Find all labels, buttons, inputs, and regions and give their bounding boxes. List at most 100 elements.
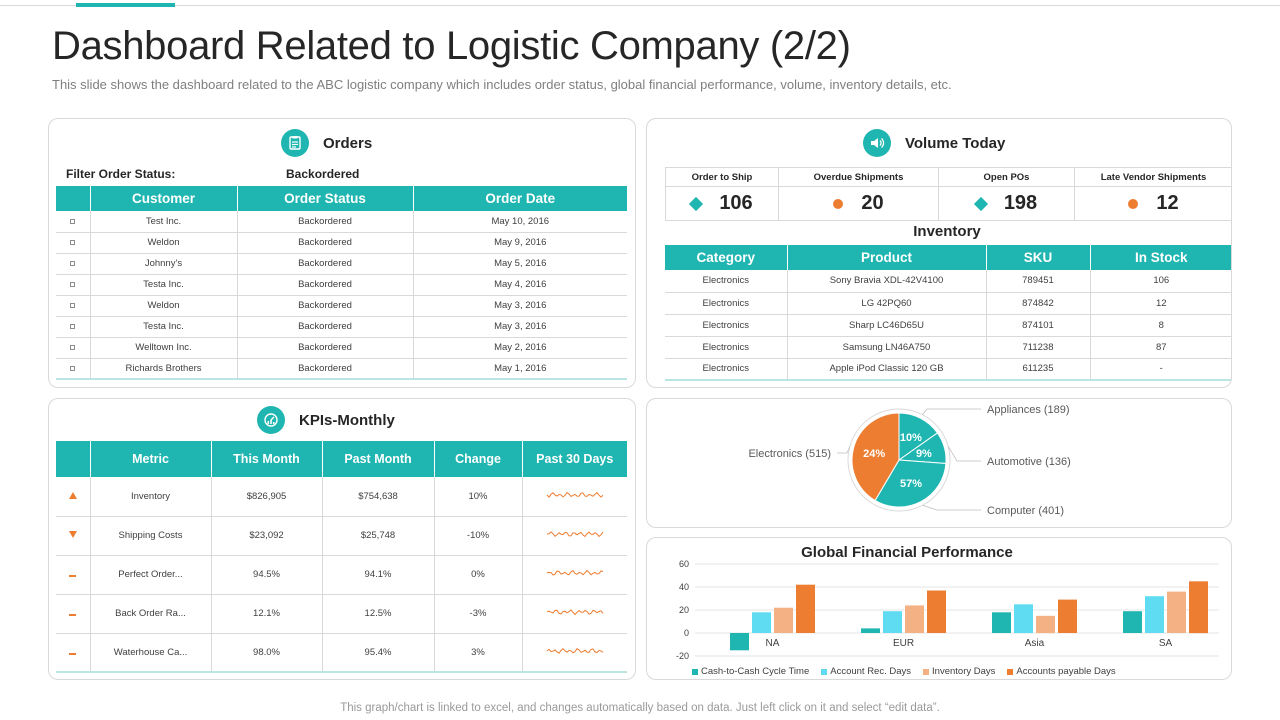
row-select[interactable] <box>56 211 91 233</box>
order-date: May 3, 2016 <box>413 295 627 317</box>
legend-item: Accounts payable Days <box>1007 666 1116 677</box>
order-row[interactable]: Test Inc. Backordered May 10, 2016 <box>56 211 627 233</box>
kpi-row[interactable]: Back Order Ra... 12.1% 12.5% -3% <box>56 594 627 634</box>
row-select[interactable] <box>56 253 91 275</box>
checkbox-icon[interactable] <box>70 282 76 287</box>
sparkline-chart <box>546 531 604 538</box>
order-status: Backordered <box>237 316 414 338</box>
order-row[interactable]: Weldon Backordered May 3, 2016 <box>56 295 627 317</box>
row-select[interactable] <box>56 337 91 359</box>
sparkline-chart <box>546 569 603 576</box>
sparkline-line <box>546 531 604 538</box>
col-product: Product <box>787 245 987 270</box>
inventory-row[interactable]: Electronics LG 42PQ60 874842 12 <box>665 292 1231 315</box>
pie-leader-line <box>837 446 851 454</box>
checkbox-icon[interactable] <box>70 240 76 245</box>
y-tick-label: 40 <box>679 582 689 592</box>
inventory-sku: 711238 <box>986 336 1091 359</box>
order-date: May 10, 2016 <box>413 211 627 233</box>
pie-outline <box>847 408 951 512</box>
checkbox-icon[interactable] <box>70 324 76 329</box>
bar <box>730 633 749 651</box>
bar <box>861 628 880 633</box>
checkbox-icon[interactable] <box>70 303 76 308</box>
y-tick-label: -20 <box>676 651 689 661</box>
order-date: May 9, 2016 <box>413 232 627 254</box>
checkbox-icon[interactable] <box>70 365 76 371</box>
row-select[interactable] <box>56 232 91 254</box>
order-row[interactable]: Weldon Backordered May 9, 2016 <box>56 232 627 254</box>
row-select[interactable] <box>56 316 91 338</box>
order-customer: Weldon <box>90 295 238 317</box>
order-to-ship-value: 106 <box>719 192 753 214</box>
checkbox-icon[interactable] <box>70 218 76 224</box>
checkbox-icon[interactable] <box>70 261 76 266</box>
col-customer: Customer <box>90 186 238 211</box>
x-category-label: EUR <box>893 638 914 649</box>
kpi-row[interactable]: Shipping Costs $23,092 $25,748 -10% <box>56 516 627 556</box>
kpi-row[interactable]: Inventory $826,905 $754,638 10% <box>56 477 627 517</box>
pie-slice-label: Electronics (515) <box>748 448 831 460</box>
order-row[interactable]: Testa Inc. Backordered May 3, 2016 <box>56 316 627 338</box>
kpi-row[interactable]: Waterhouse Ca... 98.0% 95.4% 3% <box>56 633 627 673</box>
kpi-metric: Waterhouse Ca... <box>90 633 212 673</box>
kpi-trend <box>56 594 91 634</box>
inventory-row[interactable]: Electronics Sony Bravia XDL-42V4100 789451… <box>665 270 1231 293</box>
kpi-trend <box>56 633 91 673</box>
inventory-stock: 12 <box>1090 292 1231 315</box>
checkbox-icon[interactable] <box>70 345 76 350</box>
orders-panel: Orders Filter Order Status: Backordered … <box>48 118 636 388</box>
legend-item: Cash-to-Cash Cycle Time <box>692 666 809 677</box>
inventory-stock: 106 <box>1090 270 1231 293</box>
kpi-row[interactable]: Perfect Order... 94.5% 94.1% 0% <box>56 555 627 595</box>
order-row[interactable]: Testa Inc. Backordered May 4, 2016 <box>56 274 627 296</box>
legend-label: Cash-to-Cash Cycle Time <box>701 666 810 677</box>
kpi-past-month: 12.5% <box>322 594 435 634</box>
pie-slice <box>851 412 900 502</box>
kpi-panel: KPIs-Monthly Metric This Month Past Mont… <box>48 398 636 680</box>
pie-pct-label: 24% <box>863 448 885 460</box>
order-row[interactable]: Welltown Inc. Backordered May 2, 2016 <box>56 337 627 359</box>
orders-body: Test Inc. Backordered May 10, 2016 Weldon Ba… <box>56 211 627 380</box>
volume-table: Order to Ship Overdue Shipments Open POs… <box>665 167 1231 221</box>
orders-title: Orders <box>323 134 373 152</box>
sparkline-chart <box>546 609 604 616</box>
inventory-row[interactable]: Electronics Sharp LC46D65U 874101 8 <box>665 314 1231 337</box>
footer-note: This graph/chart is linked to excel, and… <box>340 702 940 714</box>
legend-swatch <box>692 668 698 675</box>
legend-swatch <box>821 668 828 675</box>
col-metric: Metric <box>90 441 212 477</box>
inventory-category: Electronics <box>665 358 788 381</box>
clipboard-icon <box>281 129 309 157</box>
col-order-status: Order Status <box>237 186 414 211</box>
order-customer: Test Inc. <box>90 211 238 233</box>
sparkline-line <box>546 647 604 654</box>
row-select[interactable] <box>56 295 91 317</box>
legend-label: Accounts payable Days <box>1016 666 1116 677</box>
bar <box>1189 581 1208 634</box>
kpi-metric: Back Order Ra... <box>90 594 212 634</box>
order-row[interactable]: Richards Brothers Backordered May 1, 2016 <box>56 358 627 380</box>
pie-pct-label: 10% <box>900 432 922 444</box>
pie-pct-label: 57% <box>900 478 922 490</box>
inventory-row[interactable]: Electronics Apple iPod Classic 120 GB 6112… <box>665 358 1231 381</box>
col-overdue-shipments: Overdue Shipments <box>778 167 939 187</box>
open-pos-cell: 198 <box>938 186 1075 221</box>
row-select[interactable] <box>56 274 91 296</box>
order-date: May 4, 2016 <box>413 274 627 296</box>
row-select[interactable] <box>56 358 91 380</box>
dot-icon <box>1128 198 1139 209</box>
kpi-metric: Perfect Order... <box>90 555 212 595</box>
pie-slice <box>874 459 947 508</box>
kpi-metric: Inventory <box>90 477 212 517</box>
inventory-row[interactable]: Electronics Samsung LN46A750 711238 87 <box>665 336 1231 359</box>
filter-value[interactable]: Backordered <box>286 167 360 181</box>
kpi-header: KPIs-Monthly <box>257 406 395 434</box>
order-customer: Testa Inc. <box>90 274 238 296</box>
order-row[interactable]: Johnny’s Backordered May 5, 2016 <box>56 253 627 275</box>
trend-flat-icon <box>69 614 77 616</box>
financial-legend: Cash-to-Cash Cycle Time Account Rec. Days… <box>692 666 1116 677</box>
legend-swatch <box>1007 668 1014 675</box>
order-date: May 2, 2016 <box>413 337 627 359</box>
inventory-product: Sharp LC46D65U <box>787 314 987 337</box>
